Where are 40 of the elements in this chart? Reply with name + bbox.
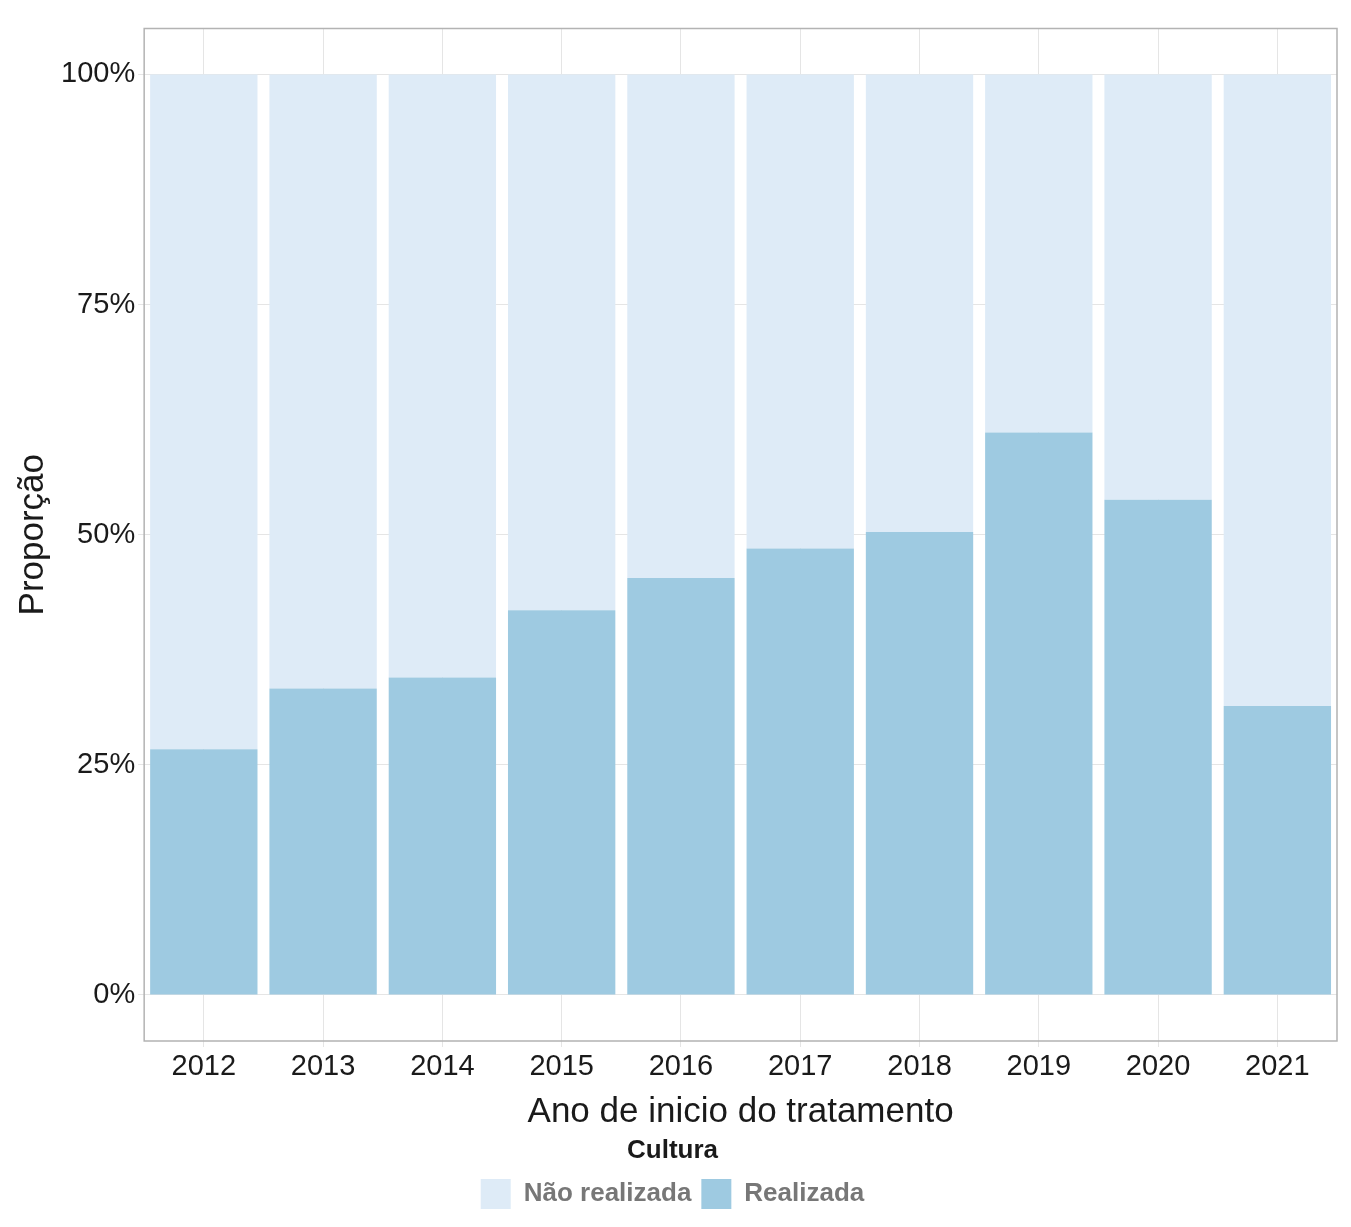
bar xyxy=(269,74,377,689)
bar xyxy=(388,74,497,678)
bar xyxy=(985,74,1093,433)
y-tick-label: 25% xyxy=(77,746,136,779)
bar xyxy=(1223,74,1332,706)
x-tick-label: 2021 xyxy=(1245,1049,1310,1082)
bar xyxy=(150,749,258,995)
bar xyxy=(150,74,258,750)
x-tick-label: 2017 xyxy=(767,1049,833,1082)
x-tick-label: 2018 xyxy=(887,1049,952,1082)
x-tick-label: 2020 xyxy=(1125,1049,1191,1082)
bar xyxy=(627,577,735,995)
bar xyxy=(627,74,735,578)
bar xyxy=(507,610,616,995)
bar xyxy=(388,677,497,995)
bar xyxy=(507,74,616,611)
bar xyxy=(269,688,377,995)
legend-title: Cultura xyxy=(627,1133,719,1164)
y-tick-label: 100% xyxy=(61,56,136,89)
bar xyxy=(985,432,1093,995)
bar xyxy=(865,74,974,532)
x-tick-label: 2019 xyxy=(1006,1049,1072,1082)
y-tick-label: 0% xyxy=(93,976,136,1009)
x-tick-label: 2016 xyxy=(648,1049,714,1082)
bar xyxy=(865,531,974,995)
x-tick-label: 2013 xyxy=(290,1049,356,1082)
bar xyxy=(746,74,854,549)
bar xyxy=(1223,705,1332,995)
y-tick-label: 50% xyxy=(77,516,136,549)
legend-label: Não realizada xyxy=(523,1177,692,1208)
x-tick-label: 2012 xyxy=(171,1049,237,1082)
bar xyxy=(1104,499,1212,995)
y-tick-label: 75% xyxy=(77,286,136,319)
x-tick-label: 2014 xyxy=(410,1049,475,1082)
x-tick-label: 2015 xyxy=(529,1049,594,1082)
legend-label: Realizada xyxy=(744,1177,865,1208)
y-axis-title: Proporção xyxy=(10,453,50,616)
bar xyxy=(746,548,854,995)
bar xyxy=(1104,74,1212,500)
x-axis-title: Ano de inicio do tratamento xyxy=(527,1090,954,1130)
